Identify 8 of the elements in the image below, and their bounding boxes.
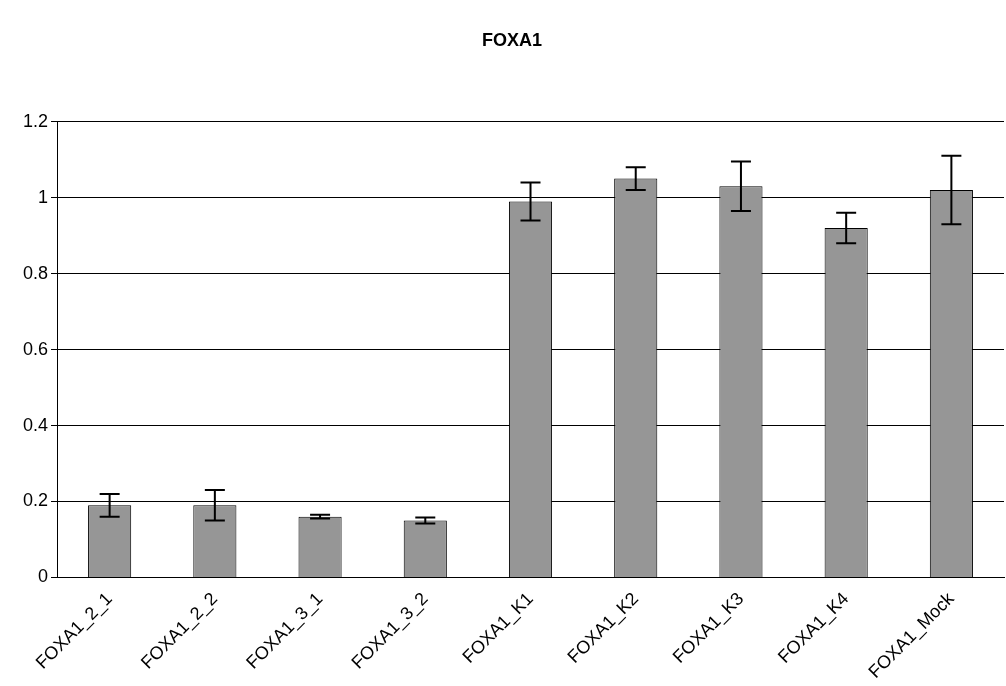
y-tick-label: 1: [38, 186, 49, 207]
y-tick-label: 0: [38, 566, 49, 587]
y-tick-label: 0.4: [22, 414, 49, 435]
y-tick-label: 0.8: [22, 262, 49, 283]
chart-title: FOXA1: [481, 29, 543, 50]
y-tick-label: 0.6: [22, 338, 49, 359]
y-tick-label: 0.2: [22, 490, 49, 511]
y-tick-label: 1.2: [22, 110, 49, 131]
